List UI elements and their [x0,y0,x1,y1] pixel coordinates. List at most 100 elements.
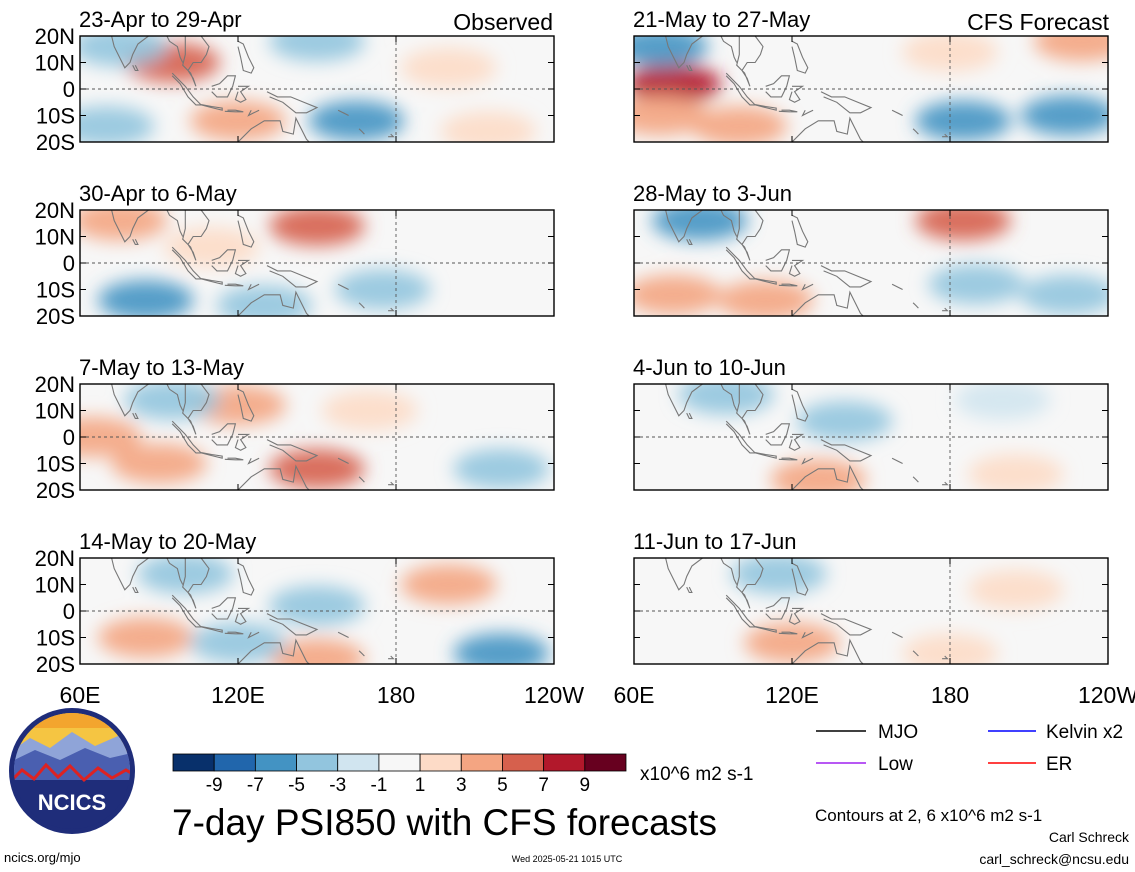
coastline [358,128,365,135]
coastline [720,558,738,585]
coastline [247,631,260,639]
coastline [132,412,139,419]
colorbar-tick-label: 3 [456,775,467,796]
coastline [182,558,210,609]
anomaly-blob [678,384,775,415]
lat-tick-label: 10S [36,452,75,477]
coastline [200,626,223,633]
period-label: 23-Apr to 29-Apr [79,7,242,32]
coastline [736,384,764,435]
lat-tick-label: 0 [63,251,75,276]
coastline [736,210,764,261]
coastline [224,283,244,287]
site-url: ncics.org/mjo [4,850,81,865]
coastline [222,638,310,664]
anomaly-blob [269,585,365,626]
coastline [820,265,873,288]
coastline [801,457,814,465]
coastline [778,283,798,287]
lon-tick-label: 120W [1078,682,1135,708]
lat-tick-label: 10S [36,104,75,129]
coastline [182,210,210,261]
colorbar-tick-label: -3 [329,775,346,796]
ncics-logo: NCICS [9,708,135,834]
anomaly-blob [321,390,418,431]
map-panel: 28-May to 3-Jun [633,181,1109,317]
anomaly-blob [928,264,1025,305]
coastline [166,210,184,237]
coastline [820,439,873,462]
anomaly-blob [97,617,194,658]
colorbar-tick-label: 7 [538,775,549,796]
coastline [247,283,260,291]
colorbar-swatch [502,753,545,772]
colorbar-tick-label: 1 [415,775,426,796]
coastline [942,307,949,312]
anomaly-blob [1020,274,1108,315]
anomaly-blob [717,280,814,316]
coastline [211,75,237,98]
coastline [912,650,919,657]
period-label: 7-May to 13-May [79,355,244,380]
anomaly-blob [634,36,709,67]
coastline [182,384,210,435]
coastline [778,109,798,113]
coastline [791,214,809,248]
coastline [247,109,260,117]
coastline [820,613,873,636]
legend-low: Low [878,754,913,775]
coastline [736,36,764,87]
coastline [211,423,237,446]
colorbar-swatch [460,753,503,772]
coastline [388,307,395,312]
lat-tick-label: 0 [63,599,75,624]
colorbar-swatch [172,753,215,772]
anomaly-blob [163,227,260,268]
period-label: 30-Apr to 6-May [79,181,237,206]
lon-tick-label: 60E [60,682,101,708]
anomaly-blob [915,210,1012,241]
coastline [720,210,738,237]
anomaly-blob [902,36,998,72]
coastline [665,384,703,417]
lat-tick-label: 20N [35,372,75,397]
legend-kelvin: Kelvin x2 [1046,722,1123,743]
lat-tick-label: 20N [35,198,75,223]
coastline [182,36,210,87]
coastline [665,36,703,69]
coastline [686,238,693,245]
coastline [388,481,395,486]
coastline [234,85,251,103]
anomaly-blob [634,274,722,315]
map-panel: 21-May to 27-May [633,7,1109,143]
anomaly-blob [269,638,365,664]
coastline [820,91,873,114]
coastline [788,259,805,277]
coastline [358,476,365,483]
coastline [801,631,814,639]
coastline [132,238,139,245]
colorbar-tick-label: -5 [288,775,305,796]
coastline [778,457,798,461]
period-label: 4-Jun to 10-Jun [633,355,786,380]
colorbar-tick-label: -1 [370,775,387,796]
timestamp: Wed 2025-05-21 1015 UTC [512,854,623,864]
coastline [801,283,814,291]
cfs-forecast-column-label: CFS Forecast [967,9,1109,35]
coastline [788,607,805,625]
coastline [765,75,791,98]
coastline [224,457,244,461]
anomaly-blob [796,401,893,442]
anomaly-blob [269,448,365,489]
coastline [891,109,903,116]
legend-mjo: MJO [878,722,918,743]
anomaly-blob [111,443,207,484]
colorbar-swatch [337,753,380,772]
coastline [237,562,255,596]
coastline [224,109,244,113]
lon-tick-label: 120W [524,682,584,708]
colorbar-swatch [543,753,586,772]
coastline [166,36,184,63]
